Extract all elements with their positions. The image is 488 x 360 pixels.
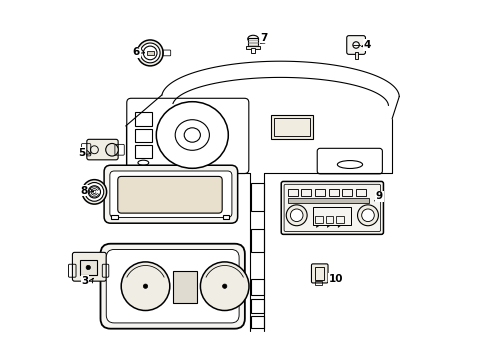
Ellipse shape — [137, 40, 163, 66]
Bar — [247, 38, 258, 47]
Bar — [287, 198, 368, 203]
Text: 8: 8 — [81, 186, 88, 196]
Bar — [314, 267, 324, 280]
Text: 5: 5 — [78, 148, 85, 158]
Bar — [355, 189, 366, 196]
Bar — [134, 112, 152, 126]
Bar — [250, 316, 263, 328]
Bar — [250, 183, 263, 211]
Ellipse shape — [85, 183, 103, 201]
Bar — [312, 207, 350, 225]
Text: 6: 6 — [133, 47, 140, 57]
Bar — [173, 271, 196, 303]
Ellipse shape — [285, 205, 306, 226]
Bar — [250, 48, 255, 53]
Bar — [271, 115, 312, 139]
Bar — [336, 216, 344, 223]
Polygon shape — [316, 226, 318, 228]
Bar — [301, 189, 311, 196]
Text: 4: 4 — [363, 40, 370, 50]
Text: 1: 1 — [136, 195, 143, 205]
Bar — [250, 279, 263, 295]
FancyBboxPatch shape — [110, 171, 231, 217]
Bar — [246, 46, 260, 49]
Ellipse shape — [82, 180, 106, 204]
Bar — [134, 129, 152, 142]
Bar — [223, 215, 229, 219]
Ellipse shape — [86, 265, 90, 270]
FancyBboxPatch shape — [126, 98, 248, 174]
FancyBboxPatch shape — [106, 249, 239, 323]
Bar — [328, 189, 338, 196]
Bar — [146, 51, 153, 55]
Text: 2: 2 — [149, 292, 156, 302]
Text: 10: 10 — [328, 274, 343, 284]
Bar — [315, 281, 321, 285]
Bar — [250, 299, 263, 313]
Bar — [80, 260, 97, 275]
Ellipse shape — [200, 262, 248, 310]
Bar — [134, 145, 152, 158]
FancyBboxPatch shape — [72, 252, 106, 281]
Bar — [354, 52, 358, 59]
Polygon shape — [337, 226, 340, 228]
Ellipse shape — [222, 284, 226, 288]
FancyBboxPatch shape — [346, 36, 365, 54]
Text: 9: 9 — [375, 191, 382, 201]
Polygon shape — [326, 226, 329, 228]
Ellipse shape — [290, 209, 303, 222]
FancyBboxPatch shape — [311, 264, 327, 283]
FancyBboxPatch shape — [104, 165, 237, 223]
Text: 7: 7 — [260, 33, 267, 43]
FancyBboxPatch shape — [118, 176, 222, 213]
Bar — [314, 189, 325, 196]
Text: 3: 3 — [81, 276, 88, 286]
Bar — [250, 229, 263, 252]
Ellipse shape — [140, 43, 160, 63]
Ellipse shape — [357, 205, 378, 226]
Bar — [111, 215, 118, 219]
Ellipse shape — [175, 120, 209, 150]
Bar — [314, 216, 322, 223]
FancyBboxPatch shape — [281, 181, 383, 234]
FancyBboxPatch shape — [87, 139, 118, 160]
FancyBboxPatch shape — [101, 244, 244, 329]
Ellipse shape — [143, 284, 147, 288]
Ellipse shape — [105, 143, 118, 156]
Bar — [342, 189, 352, 196]
Ellipse shape — [156, 102, 228, 168]
Bar — [287, 189, 297, 196]
Ellipse shape — [361, 209, 373, 222]
Bar — [273, 118, 309, 136]
Ellipse shape — [121, 262, 169, 310]
Bar — [325, 216, 333, 223]
Ellipse shape — [247, 35, 258, 42]
